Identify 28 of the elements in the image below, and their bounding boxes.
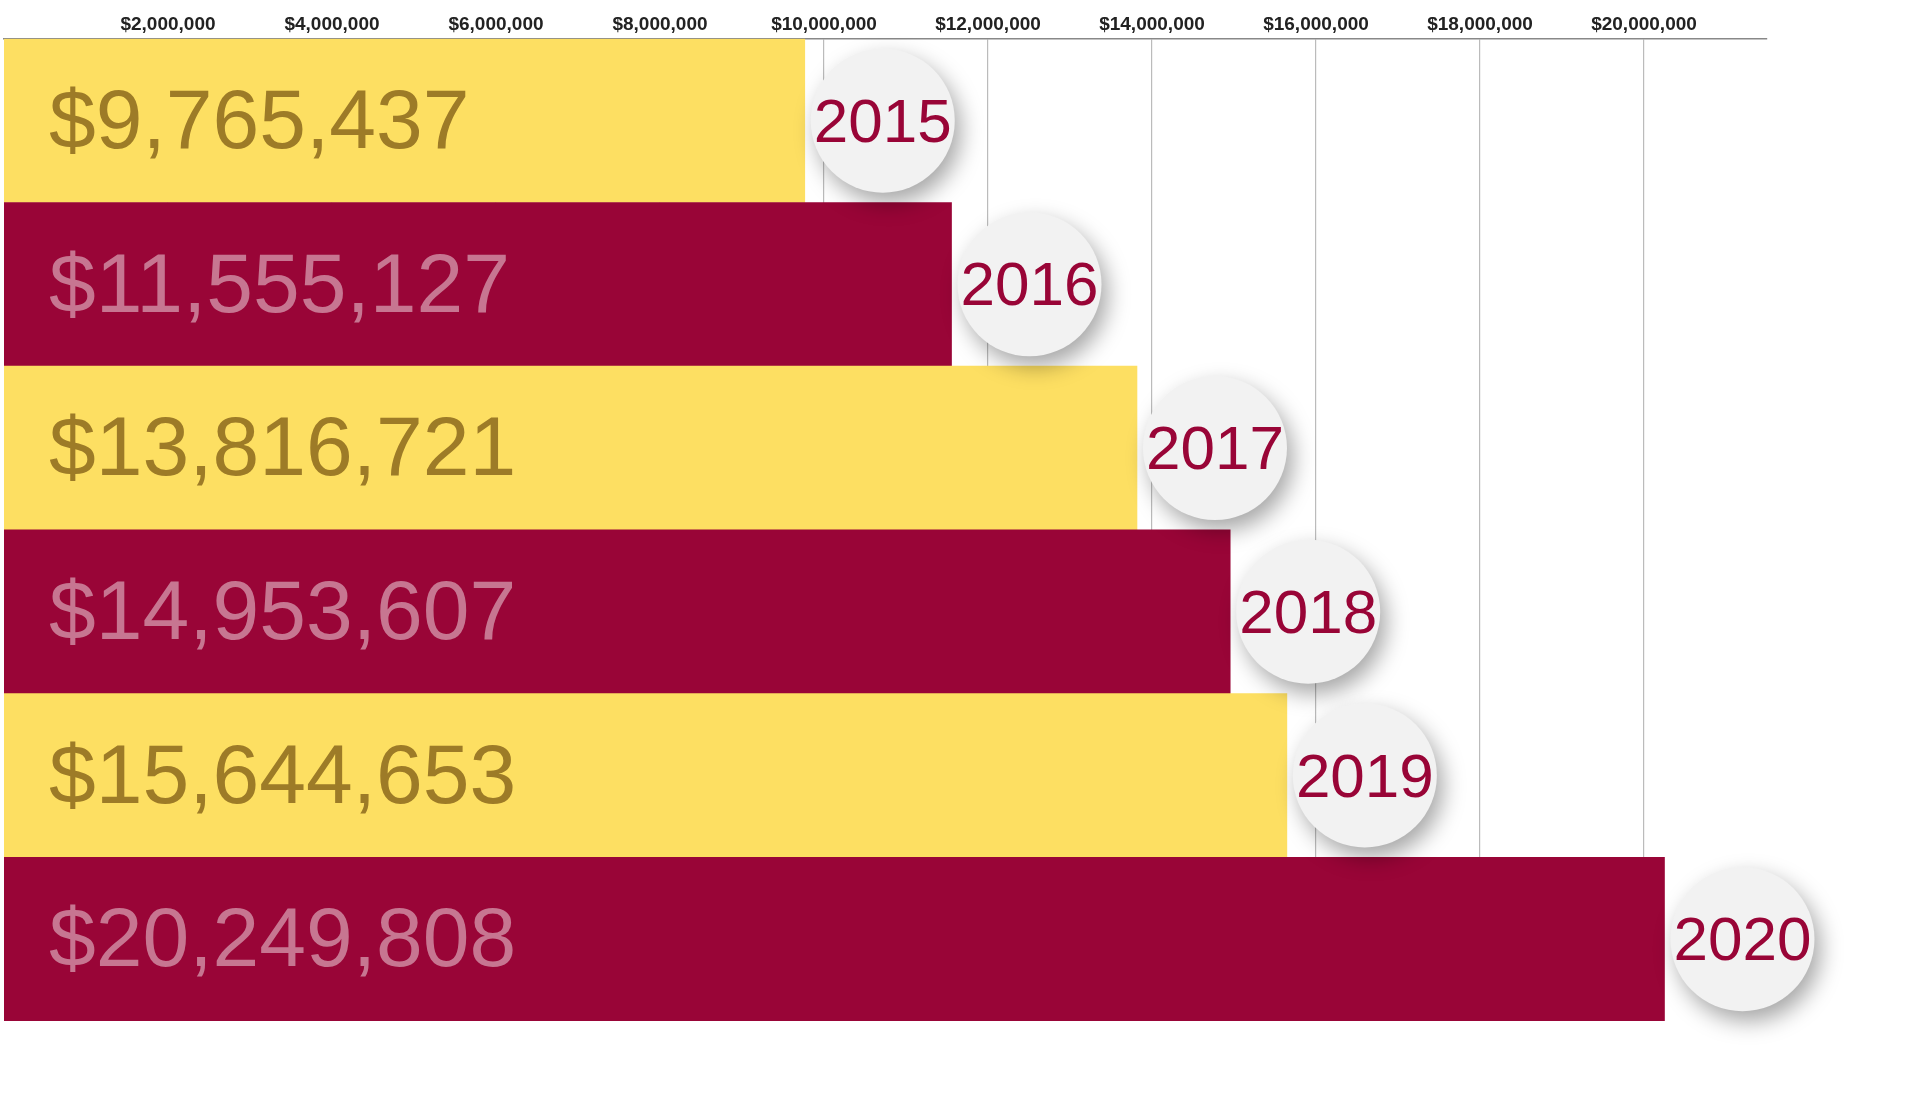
y-tick-label: 2019	[1295, 740, 1434, 810]
bar	[4, 202, 952, 367]
x-tick-label: $8,000,000	[612, 12, 708, 34]
data-label: $9,765,437	[49, 71, 470, 166]
x-tick-label: $16,000,000	[1263, 12, 1369, 34]
data-label: $11,555,127	[49, 235, 510, 330]
x-tick-label: $2,000,000	[120, 12, 216, 34]
bar	[4, 856, 1665, 1021]
x-tick-label: $6,000,000	[448, 12, 544, 34]
data-label: $15,644,653	[49, 726, 517, 821]
x-tick-label: $18,000,000	[1427, 12, 1533, 34]
y-tick-label: 2018	[1239, 576, 1378, 646]
data-label: $14,953,607	[49, 562, 517, 657]
y-tick-label: 2015	[813, 85, 952, 155]
bar	[4, 365, 1138, 531]
x-tick-label: $4,000,000	[284, 12, 380, 34]
bar	[4, 529, 1231, 694]
x-tick-label: $20,000,000	[1591, 12, 1697, 34]
data-label: $20,249,808	[49, 890, 517, 985]
bar	[4, 38, 806, 203]
x-tick-label: $10,000,000	[771, 12, 877, 34]
bar	[4, 693, 1288, 858]
x-tick-label: $14,000,000	[1099, 12, 1205, 34]
y-tick-label: 2020	[1673, 904, 1812, 974]
y-tick-label: 2017	[1146, 413, 1284, 483]
y-tick-label: 2016	[960, 249, 1099, 319]
data-label: $13,816,721	[49, 399, 517, 494]
x-tick-label: $12,000,000	[935, 12, 1041, 34]
